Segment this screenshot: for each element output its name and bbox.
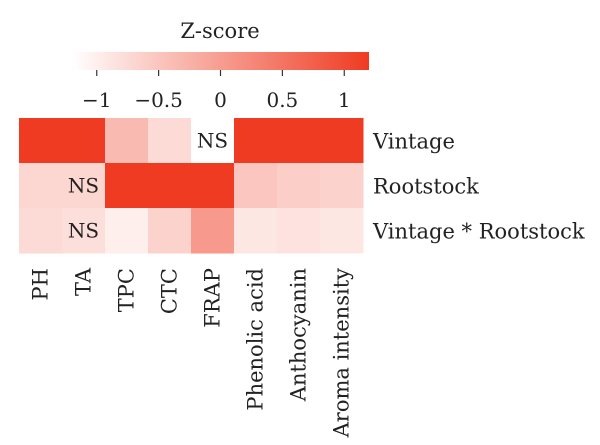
heatmap-cell — [277, 118, 321, 164]
heatmap-cell — [105, 208, 149, 254]
column-label: Phenolic acid — [244, 268, 268, 411]
heatmap-cell — [19, 163, 63, 209]
column-label: FRAP — [201, 268, 225, 328]
heatmap-cell — [62, 208, 106, 254]
row-labels: Vintage Rootstock Vintage * Rootstock — [372, 130, 585, 244]
heatmap-cell — [191, 208, 235, 254]
heatmap-cell — [62, 118, 106, 164]
heatmap-cell — [191, 118, 235, 164]
colorbar-ticks: −1 −0.5 0 0.5 1 — [82, 70, 351, 112]
colorbar-tick-label: 0 — [214, 88, 227, 112]
column-label: PH — [29, 268, 53, 300]
heatmap-cell — [234, 163, 278, 209]
cell-label: NS — [68, 219, 99, 243]
cell-label: NS — [68, 174, 99, 198]
colorbar-tick-label: −0.5 — [134, 88, 183, 112]
column-label: TPC — [115, 268, 139, 312]
heatmap-cell — [191, 163, 235, 209]
heatmap-cell — [148, 208, 192, 254]
column-label: CTC — [158, 268, 182, 314]
column-labels: PH TA TPC CTC FRAP Phenolic acid Anthocyanin Ar… — [29, 267, 354, 438]
colorbar-tick-label: −1 — [82, 88, 111, 112]
colorbar-gradient — [72, 52, 369, 70]
colorbar-title: Z-score — [180, 19, 259, 43]
heatmap-cell — [234, 208, 278, 254]
heatmap-cell — [19, 208, 63, 254]
heatmap-cell — [320, 208, 364, 254]
row-label: Rootstock — [373, 175, 479, 199]
heatmap-cell — [148, 118, 192, 164]
column-label: TA — [72, 267, 96, 296]
row-label: Vintage * Rootstock — [372, 220, 585, 244]
colorbar-tick-label: 1 — [338, 88, 351, 112]
column-label: Aroma intensity — [330, 268, 354, 439]
heatmap-cell — [19, 118, 63, 164]
cell-label: NS — [197, 129, 228, 153]
heatmap-cell — [62, 163, 106, 209]
heatmap-cell — [105, 118, 149, 164]
heatmap-cell — [320, 163, 364, 209]
colorbar-tick-label: 0.5 — [266, 88, 298, 112]
row-label: Vintage — [372, 130, 455, 154]
heatmap-cell — [234, 118, 278, 164]
heatmap-cell — [277, 163, 321, 209]
heatmap-cell — [148, 163, 192, 209]
heatmap-cell — [320, 118, 364, 164]
heatmap-cell — [277, 208, 321, 254]
heatmap-cells: NS NS NS — [19, 118, 364, 254]
column-label: Anthocyanin — [287, 268, 311, 402]
heatmap-cell — [105, 163, 149, 209]
